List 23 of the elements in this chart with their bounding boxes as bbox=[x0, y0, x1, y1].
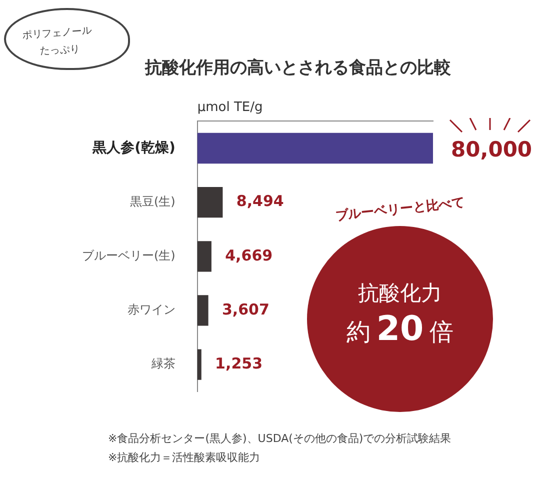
bar bbox=[197, 349, 202, 380]
text: たっぷり bbox=[40, 42, 80, 58]
text: ※食品分析センター(黒人参)、USDA(その他の食品)での分析試験結果 bbox=[108, 431, 452, 446]
data-label: 3,607 bbox=[222, 300, 270, 318]
bar bbox=[197, 132, 433, 164]
y-tick-label: 黒豆(生) bbox=[130, 194, 176, 208]
y-tick-label: 緑茶 bbox=[150, 356, 176, 371]
y-tick-label: 黒人参(乾燥) bbox=[92, 138, 176, 156]
text: ※抗酸化力＝活性酸素吸収能力 bbox=[108, 450, 260, 465]
x-axis-title: μmol TE/g bbox=[197, 100, 263, 115]
bar bbox=[197, 295, 208, 326]
chart-title: 抗酸化作用の高いとされる食品との比較 bbox=[145, 57, 451, 79]
data-label: 4,669 bbox=[225, 246, 273, 264]
bar bbox=[197, 241, 212, 272]
annotation: 抗酸化力 bbox=[357, 280, 443, 307]
bar bbox=[197, 186, 223, 218]
y-tick-label: ブルーベリー(生) bbox=[82, 248, 176, 263]
data-label: 80,000 bbox=[451, 138, 532, 162]
y-tick-label: 赤ワイン bbox=[127, 302, 176, 317]
text: ポリフェノール bbox=[22, 24, 92, 42]
data-label: 8,494 bbox=[236, 192, 284, 210]
annotation: ブルーベリーと比べて bbox=[334, 194, 466, 226]
data-label: 1,253 bbox=[215, 354, 263, 372]
